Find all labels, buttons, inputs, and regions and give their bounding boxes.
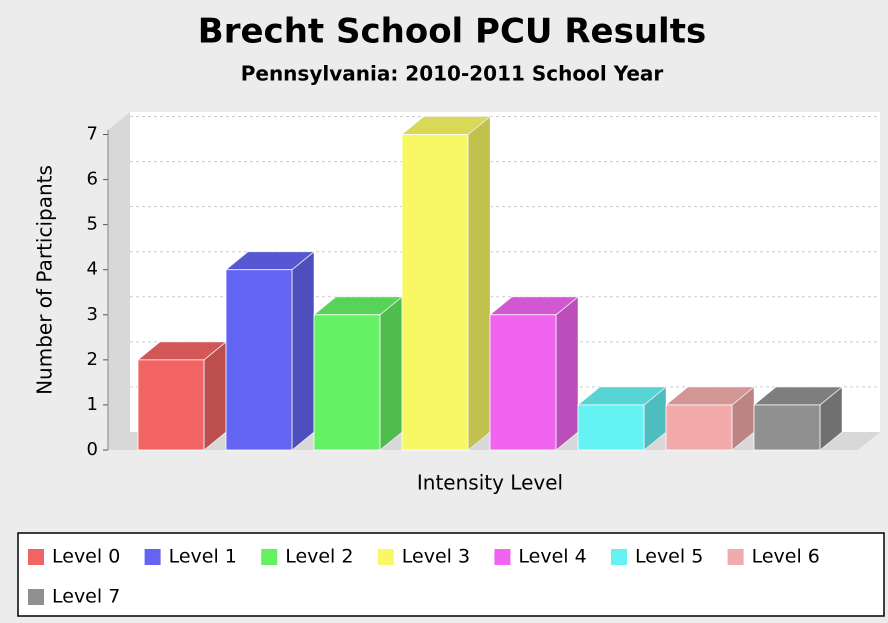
legend-box <box>17 532 885 617</box>
legend-label: Level 1 <box>169 546 237 568</box>
legend-swatch <box>611 549 627 565</box>
chart-subtitle: Pennsylvania: 2010-2011 School Year <box>241 62 664 86</box>
y-axis-label: Number of Participants <box>33 165 57 395</box>
legend-swatch <box>377 549 394 565</box>
bar-side-shade <box>292 251 314 450</box>
legend-swatch <box>28 589 44 605</box>
legend-swatch <box>494 549 511 565</box>
legend-swatch <box>261 549 278 565</box>
bar-front <box>665 404 733 451</box>
legend-label: Level 7 <box>52 586 120 608</box>
bar-side-shade <box>204 341 226 450</box>
bar-top-shade <box>666 386 754 405</box>
legend-swatch <box>28 549 44 565</box>
bar-side-shade <box>644 386 666 450</box>
y-tick-label: 5 <box>87 214 98 235</box>
y-tick-label: 3 <box>87 304 98 325</box>
y-tick-label: 2 <box>87 349 98 370</box>
bar-top-shade <box>138 341 226 360</box>
bar <box>312 295 404 451</box>
bar-top-shade <box>314 296 402 315</box>
bar-top-shade <box>226 251 314 270</box>
y-tick-label: 0 <box>87 439 98 460</box>
bar-top-shade <box>578 386 666 405</box>
bar-front <box>489 314 557 451</box>
legend-label: Level 6 <box>752 546 820 568</box>
bar-front <box>225 269 293 451</box>
bar-side-shade <box>468 116 490 450</box>
bar-front <box>577 404 645 451</box>
bar <box>576 386 668 451</box>
y-tick-label: 1 <box>87 394 98 415</box>
legend-label: Level 0 <box>52 546 120 568</box>
legend-swatch <box>144 549 161 565</box>
bar-top-shade <box>402 116 490 135</box>
bar-top-shade <box>754 386 842 405</box>
left-wall <box>108 112 130 450</box>
y-tick-label: 4 <box>87 259 98 280</box>
bar-front <box>313 314 381 451</box>
bar <box>136 341 228 451</box>
legend-swatch <box>727 549 744 565</box>
bar <box>664 386 756 451</box>
bar <box>400 115 492 451</box>
bar <box>224 250 316 451</box>
bar-side-shade <box>732 386 754 450</box>
chart-title: Brecht School PCU Results <box>198 12 706 52</box>
bar-front <box>401 134 469 451</box>
bar-side-shade <box>820 386 842 450</box>
legend-label: Level 4 <box>518 546 586 568</box>
legend-label: Level 5 <box>635 546 703 568</box>
bar-top-shade <box>490 296 578 315</box>
bar <box>752 386 844 451</box>
bar-side-shade <box>380 296 402 450</box>
bar <box>488 295 580 451</box>
y-tick-label: 7 <box>87 124 98 145</box>
bar-side-shade <box>556 296 578 450</box>
y-tick-label: 6 <box>87 169 98 190</box>
bar-front <box>753 404 821 451</box>
bar-front <box>137 359 205 451</box>
legend-label: Level 2 <box>285 546 353 568</box>
x-axis-label: Intensity Level <box>417 471 563 495</box>
legend-label: Level 3 <box>402 546 470 568</box>
